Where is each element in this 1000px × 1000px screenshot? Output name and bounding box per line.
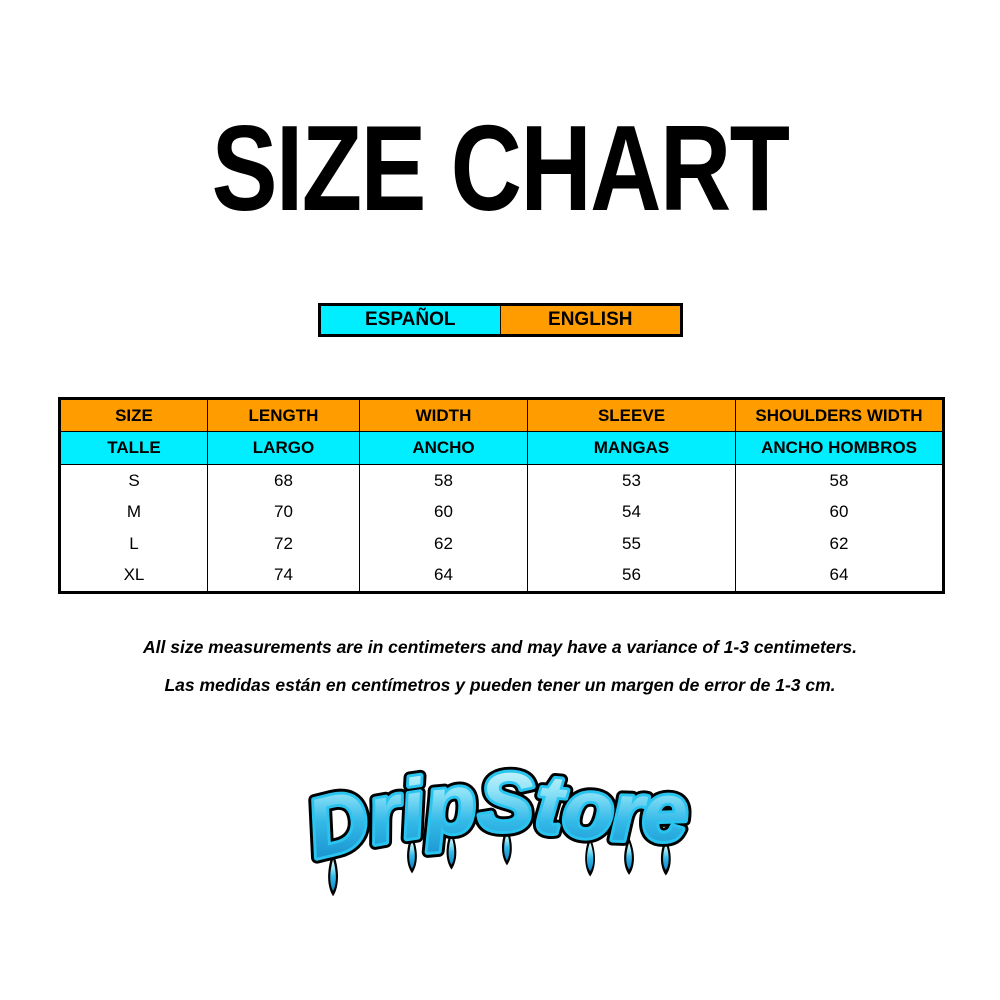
svg-text:DripStore: DripStore — [298, 755, 690, 875]
